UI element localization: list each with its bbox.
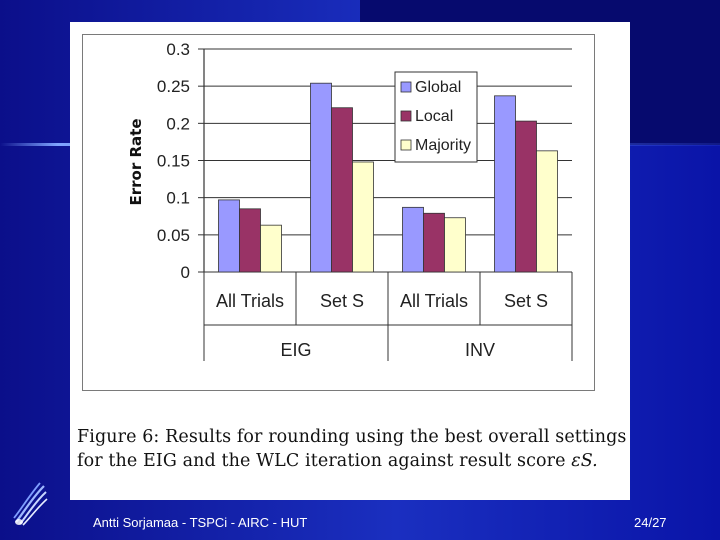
bar-local [423,212,445,273]
axes [203,49,573,361]
bar-majority [352,161,374,273]
bar-local [239,208,261,273]
bar-majority [260,224,282,273]
category-label: Set S [320,291,364,311]
bar-local [515,120,537,273]
category-label: All Trials [400,291,468,311]
legend-swatch [400,110,412,122]
y-tick-labels: 0 0.05 0.1 0.15 0.2 0.25 0.3 [157,40,190,282]
caption-symbol: εS. [571,451,598,471]
y-tick-label: 0.25 [157,77,190,96]
y-tick-label: 0.15 [157,152,190,171]
group-labels: EIG INV [280,340,495,360]
legend-swatch [400,139,412,151]
y-axis-label: Error Rate [127,119,145,206]
bar-global [402,206,424,273]
bar-majority [444,217,466,273]
legend-entry: Global [415,79,461,96]
bar-global [310,82,332,273]
footer-text: Antti Sorjamaa - TSPCi - AIRC - HUT [93,515,308,530]
caption-text: Figure 6: Results for rounding using the… [77,427,627,471]
y-tick-label: 0.05 [157,226,190,245]
group-label: EIG [280,340,311,360]
error-rate-chart: 00.050.10.150.20.250.3 All Trials Set S Al… [127,40,573,361]
legend-swatch [400,81,412,93]
bar-global [494,95,516,273]
category-label: Set S [504,291,548,311]
bar-local [331,107,353,273]
page-number: 24/27 [634,515,667,530]
bars [218,82,558,273]
legend-entry: Majority [415,137,471,154]
category-labels: All Trials Set S All Trials Set S [216,291,548,311]
group-label: INV [465,340,495,360]
y-tick-label: 0.3 [166,40,190,59]
bar-global [218,199,240,273]
legend-entry: Local [415,108,453,125]
y-tick-label: 0.1 [166,189,190,208]
figure-caption: Figure 6: Results for rounding using the… [77,425,627,473]
legend: Global Local Majority [394,71,478,163]
bar-majority [536,150,558,273]
hut-logo-icon [13,482,48,526]
category-label: All Trials [216,291,284,311]
y-tick-label: 0 [181,263,190,282]
y-tick-label: 0.2 [166,114,190,133]
